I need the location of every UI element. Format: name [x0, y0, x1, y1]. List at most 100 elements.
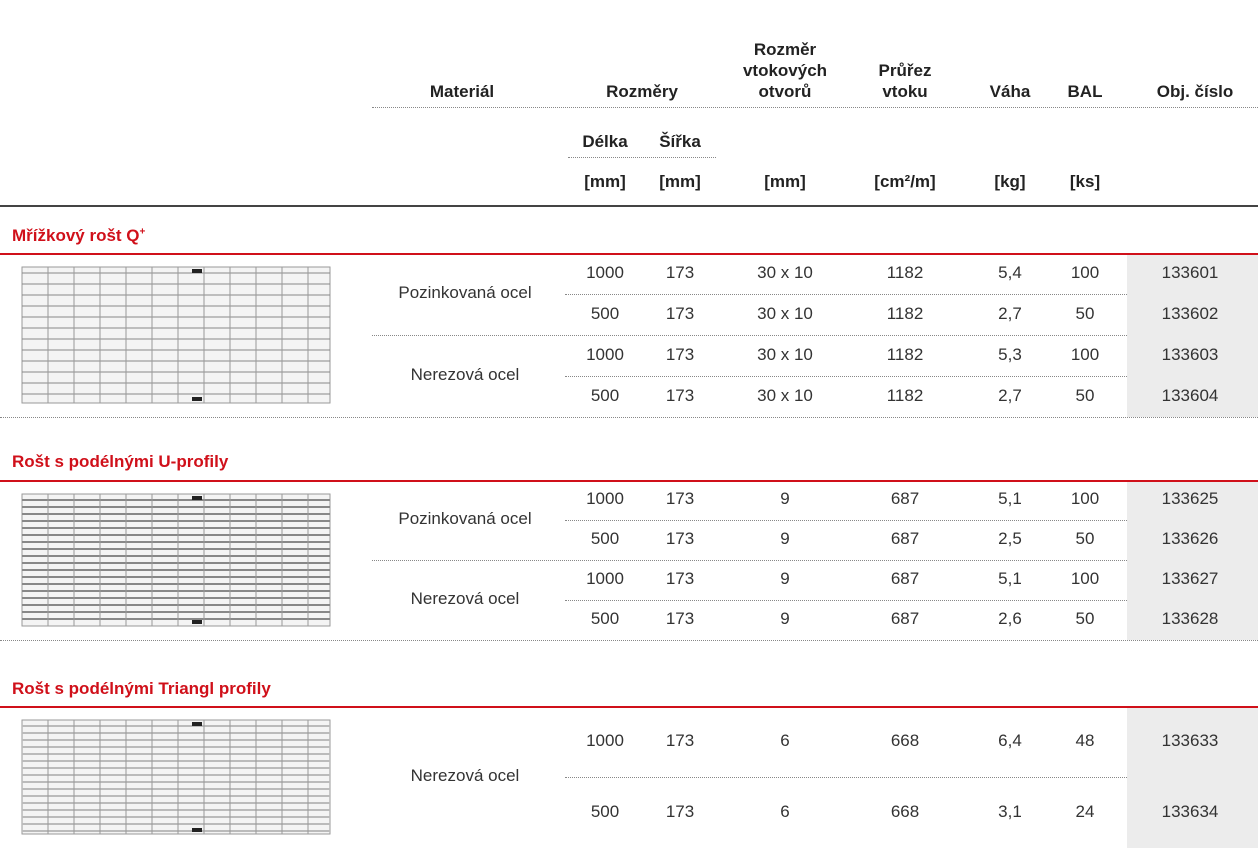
- cell: 1000: [586, 489, 624, 508]
- cell: 50: [1075, 529, 1095, 548]
- cell: 133626: [1161, 529, 1219, 548]
- cell: 1000: [586, 730, 624, 750]
- cell: 3,1: [998, 801, 1022, 821]
- cell: 30 x 10: [757, 385, 813, 405]
- header-line: vtoku: [882, 82, 928, 101]
- cell: 1182: [886, 262, 924, 282]
- cell: 133602: [1161, 303, 1219, 323]
- cell: 173: [665, 730, 695, 750]
- material: Pozinkovaná ocel: [398, 283, 532, 302]
- cell: 173: [665, 385, 695, 405]
- cell: 500: [590, 303, 620, 323]
- separator: [568, 157, 716, 158]
- cell: 6: [780, 730, 790, 750]
- cell: 100: [1070, 262, 1100, 282]
- separator: [0, 205, 1258, 207]
- material: Nerezová ocel: [410, 766, 520, 785]
- cell: 500: [590, 385, 620, 405]
- cell: 48: [1075, 730, 1095, 750]
- cell: 173: [665, 262, 695, 282]
- header-unit: [ks]: [1069, 172, 1101, 191]
- cell: 668: [890, 730, 920, 750]
- cell: 5,3: [998, 344, 1022, 364]
- separator: [0, 640, 1258, 641]
- header-unit: [mm]: [764, 172, 806, 191]
- separator: [372, 335, 1127, 336]
- cell: 5,4: [998, 262, 1022, 282]
- cell: 687: [890, 569, 920, 588]
- section-title: Mřížkový rošt Q+: [12, 226, 146, 245]
- separator: [0, 417, 1258, 418]
- cell: 9: [780, 489, 790, 508]
- cell: 1182: [886, 385, 924, 405]
- cell: 133625: [1161, 489, 1219, 508]
- order-column-bg: [1127, 255, 1258, 417]
- grate-part: [21, 266, 331, 404]
- cell: 133603: [1161, 344, 1219, 364]
- header-pack: BAL: [1067, 82, 1103, 101]
- grate-part: [192, 269, 202, 273]
- cell: 500: [590, 609, 620, 628]
- grate-part: [192, 397, 202, 401]
- section-title: Rošt s podélnými Triangl profily: [12, 679, 271, 698]
- cell: 133628: [1161, 609, 1219, 628]
- cell: 2,7: [998, 303, 1022, 323]
- header-inlet-area: Průřez vtoku: [835, 60, 975, 102]
- header-unit: [mm]: [659, 172, 701, 191]
- cell: 50: [1075, 385, 1095, 405]
- cell: 687: [890, 529, 920, 548]
- cell: 1000: [586, 262, 624, 282]
- cell: 9: [780, 529, 790, 548]
- cell: 9: [780, 569, 790, 588]
- header-length: Délka: [582, 132, 628, 151]
- grate-part: [192, 722, 202, 726]
- separator: [372, 560, 1127, 561]
- cell: 5,1: [998, 569, 1022, 588]
- cell: 687: [890, 609, 920, 628]
- material: Nerezová ocel: [410, 589, 520, 608]
- grate-part: [192, 620, 202, 624]
- cell: 500: [590, 529, 620, 548]
- cell: 100: [1070, 344, 1100, 364]
- separator: [0, 480, 1258, 482]
- cell: 50: [1075, 303, 1095, 323]
- header-material: Materiál: [429, 82, 495, 101]
- cell: 133601: [1161, 262, 1219, 282]
- cell: 133627: [1161, 569, 1219, 588]
- cell: 50: [1075, 609, 1095, 628]
- header-unit: [kg]: [994, 172, 1026, 191]
- grate-part: [192, 828, 202, 832]
- cell: 1000: [586, 344, 624, 364]
- cell: 1000: [586, 569, 624, 588]
- cell: 100: [1070, 569, 1100, 588]
- cell: 5,1: [998, 489, 1022, 508]
- header-line: vtokových: [742, 61, 828, 80]
- cell: 133634: [1161, 801, 1219, 821]
- separator: [565, 294, 1127, 295]
- header-unit: [cm²/m]: [874, 172, 936, 191]
- cell: 100: [1070, 489, 1100, 508]
- cell: 500: [590, 801, 620, 821]
- cell: 6,4: [998, 730, 1022, 750]
- cell: 6: [780, 801, 790, 821]
- separator: [565, 600, 1127, 601]
- header-unit: [mm]: [584, 172, 626, 191]
- header-line: otvorů: [758, 82, 812, 101]
- section-title: Rošt s podélnými U-profily: [12, 452, 229, 471]
- cell: 1182: [886, 303, 924, 323]
- grate-part: [192, 496, 202, 500]
- separator: [0, 253, 1258, 255]
- header-weight: Váha: [989, 82, 1031, 101]
- separator: [372, 107, 1258, 108]
- cell: 2,7: [998, 385, 1022, 405]
- separator: [565, 520, 1127, 521]
- header-dimensions: Rozměry: [606, 82, 678, 101]
- separator: [565, 777, 1127, 778]
- cell: 133604: [1161, 385, 1219, 405]
- cell: 2,5: [998, 529, 1022, 548]
- cell: 133633: [1161, 730, 1219, 750]
- cell: 173: [665, 569, 695, 588]
- cell: 9: [780, 609, 790, 628]
